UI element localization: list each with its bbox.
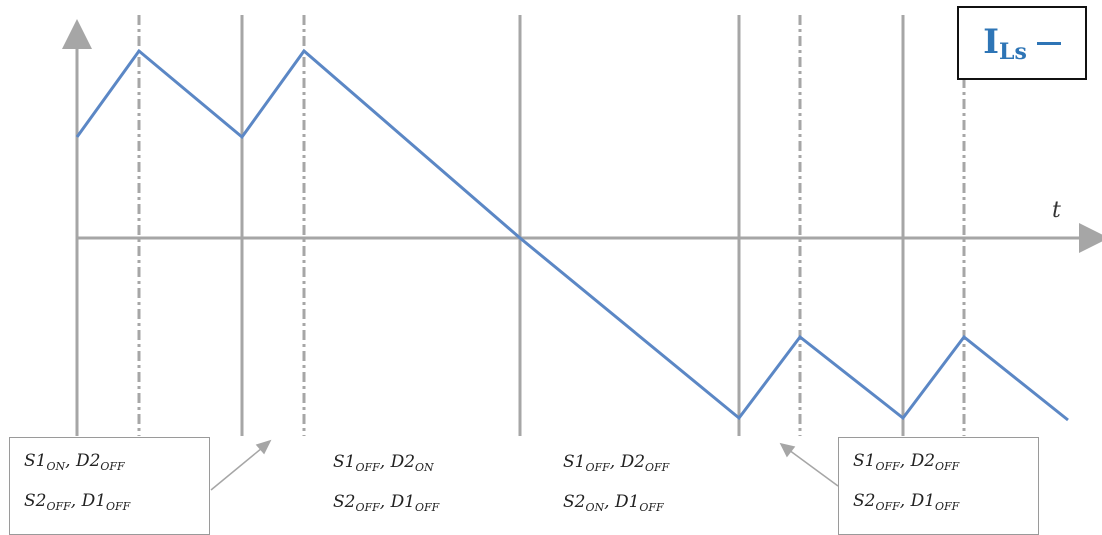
state-line: S1OFF, D2OFF (563, 452, 670, 474)
legend-subscript: Ls (999, 38, 1027, 65)
legend-symbol: I (983, 21, 1000, 62)
dashed-boundary-lines (137, 15, 966, 436)
legend-label: ILs (983, 22, 1027, 65)
legend: ILs (957, 6, 1087, 80)
inductor-current-waveform (75, 48, 1069, 422)
state-line: S2OFF, D1OFF (24, 491, 131, 513)
state-label-2: S1OFF, D2ON S2OFF, D1OFF (333, 445, 439, 525)
callout-arrowhead-right (779, 442, 796, 458)
callout-arrows (210, 439, 839, 491)
time-axis-label: t (1052, 198, 1061, 223)
callout-arrow-right (788, 449, 839, 487)
state-line: S2ON, D1OFF (563, 492, 664, 514)
solid-boundary-lines (75, 15, 905, 436)
state-label-1: S1ON, D2OFF S2OFF, D1OFF (9, 437, 210, 535)
state-line: S1OFF, D2ON (333, 452, 434, 474)
state-line: S1ON, D2OFF (24, 451, 125, 473)
state-line: S1OFF, D2OFF (853, 451, 960, 473)
state-line: S2OFF, D1OFF (853, 491, 960, 513)
callout-arrowhead-left (255, 439, 272, 455)
state-line: S2OFF, D1OFF (333, 492, 440, 514)
legend-line-swatch (1036, 41, 1061, 45)
state-label-3: S1OFF, D2OFF S2ON, D1OFF (563, 445, 669, 525)
callout-arrow-left (210, 447, 263, 491)
state-label-4: S1OFF, D2OFF S2OFF, D1OFF (838, 437, 1039, 535)
